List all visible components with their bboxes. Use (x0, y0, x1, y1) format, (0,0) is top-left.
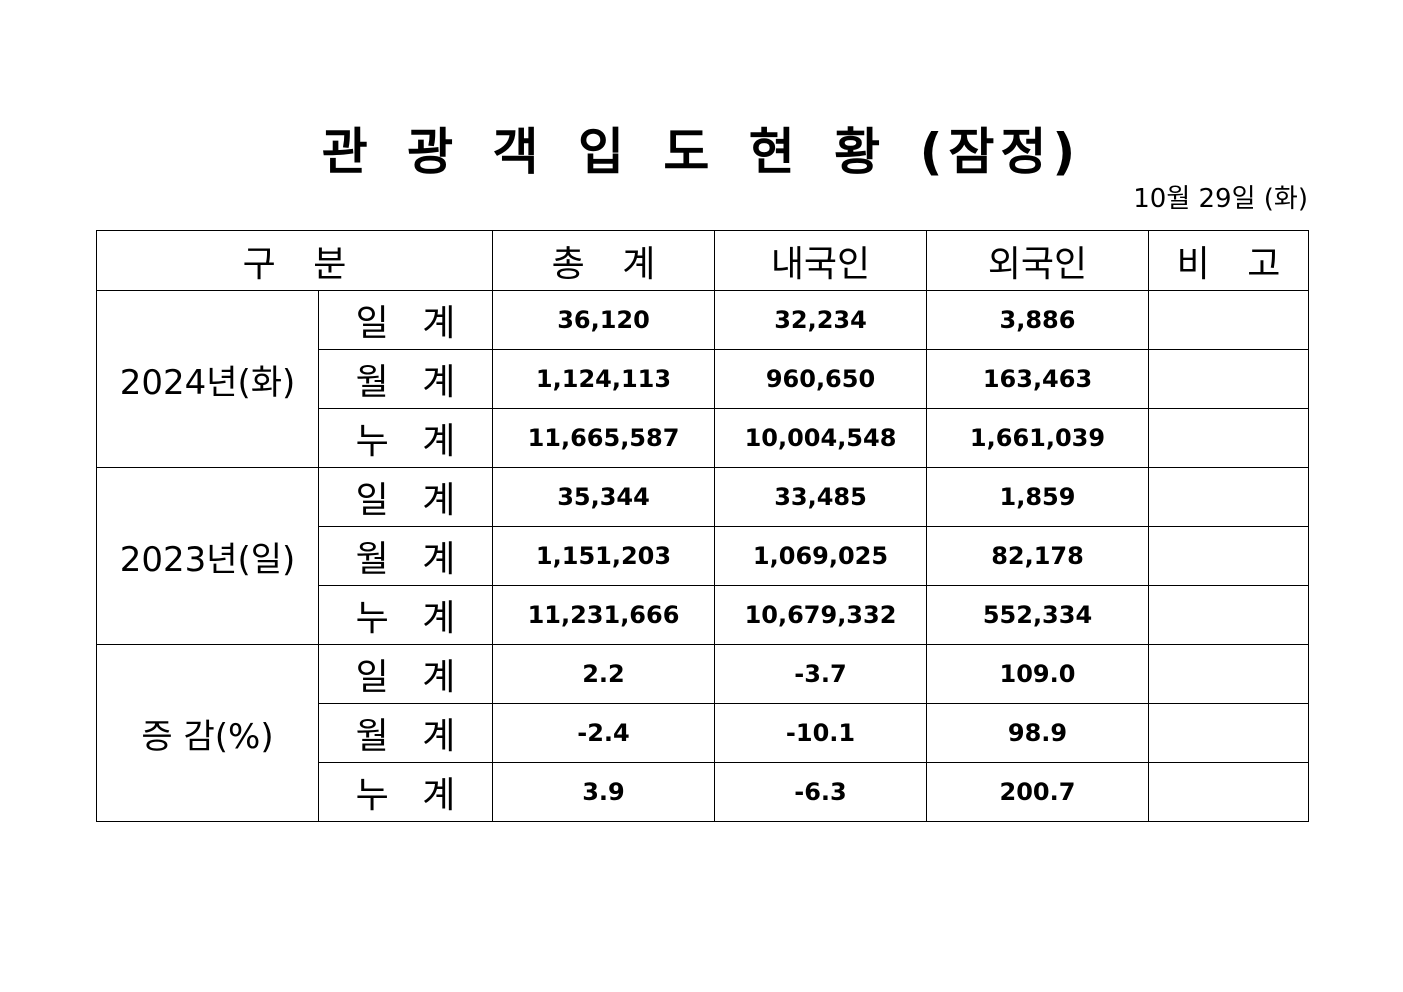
row-label: 누 계 (318, 762, 493, 822)
value-cell: 35,344 (492, 467, 715, 527)
note-cell (1148, 349, 1309, 409)
group-label: 2023년(일) (96, 467, 319, 645)
value-cell: 2.2 (492, 644, 715, 704)
value-cell: 163,463 (926, 349, 1149, 409)
column-header: 내국인 (714, 230, 927, 291)
title: 관 광 객 입 도 현 황 (잠정) (321, 123, 1082, 181)
value-cell: 33,485 (714, 467, 927, 527)
value-cell: -2.4 (492, 703, 715, 763)
value-cell: 552,334 (926, 585, 1149, 645)
value-cell: 109.0 (926, 644, 1149, 704)
note-cell (1148, 290, 1309, 350)
value-cell: 32,234 (714, 290, 927, 350)
column-header: 외국인 (926, 230, 1149, 291)
row: 월 계 -2.4 -10.1 98.9 (97, 703, 1309, 763)
date: 10월 29일 (화) (1133, 184, 1308, 214)
value-cell: 11,231,666 (492, 585, 715, 645)
column-header: 비 고 (1148, 230, 1309, 291)
value-cell: 1,151,203 (492, 526, 715, 586)
value-cell: 1,859 (926, 467, 1149, 527)
value-cell: 3,886 (926, 290, 1149, 350)
value-cell: 98.9 (926, 703, 1149, 763)
group-label: 증 감(%) (96, 644, 319, 822)
value-cell: 11,665,587 (492, 408, 715, 468)
row: 월 계 1,151,203 1,069,025 82,178 (97, 526, 1309, 586)
value-cell: 960,650 (714, 349, 927, 409)
value-cell: -10.1 (714, 703, 927, 763)
column-header: 구 분 (96, 230, 493, 291)
row: 2024년(화) 일 계 36,120 32,234 3,886 (96, 290, 1309, 468)
row: 2023년(일) 일 계 35,344 33,485 1,859 (96, 467, 1309, 645)
value-cell: 200.7 (926, 762, 1149, 822)
group-label: 2024년(화) (96, 290, 319, 468)
row: 누 계 3.9 -6.3 200.7 (97, 762, 1309, 822)
note-cell (1148, 703, 1309, 763)
value-cell: 10,679,332 (714, 585, 927, 645)
row: 누 계 11,231,666 10,679,332 552,334 (97, 585, 1309, 645)
value-cell: 1,069,025 (714, 526, 927, 586)
row-label: 일 계 (318, 467, 493, 527)
value-cell: -3.7 (714, 644, 927, 704)
value-cell: 82,178 (926, 526, 1149, 586)
row: 누 계 11,665,587 10,004,548 1,661,039 (97, 408, 1309, 468)
note-cell (1148, 585, 1309, 645)
row-label: 일 계 (318, 644, 493, 704)
note-cell (1148, 762, 1309, 822)
row-label: 월 계 (318, 703, 493, 763)
value-cell: -6.3 (714, 762, 927, 822)
note-cell (1148, 644, 1309, 704)
note-cell (1148, 526, 1309, 586)
value-cell: 3.9 (492, 762, 715, 822)
column-header: 총 계 (492, 230, 715, 291)
row: 증 감(%) 일 계 2.2 -3.7 109.0 (96, 644, 1309, 822)
value-cell: 1,661,039 (926, 408, 1149, 468)
row-label: 월 계 (318, 526, 493, 586)
value-cell: 36,120 (492, 290, 715, 350)
note-cell (1148, 467, 1309, 527)
row-label: 일 계 (318, 290, 493, 350)
value-cell: 1,124,113 (492, 349, 715, 409)
row-label: 누 계 (318, 585, 493, 645)
value-cell: 10,004,548 (714, 408, 927, 468)
note-cell (1148, 408, 1309, 468)
row-label: 월 계 (318, 349, 493, 409)
row-label: 누 계 (318, 408, 493, 468)
